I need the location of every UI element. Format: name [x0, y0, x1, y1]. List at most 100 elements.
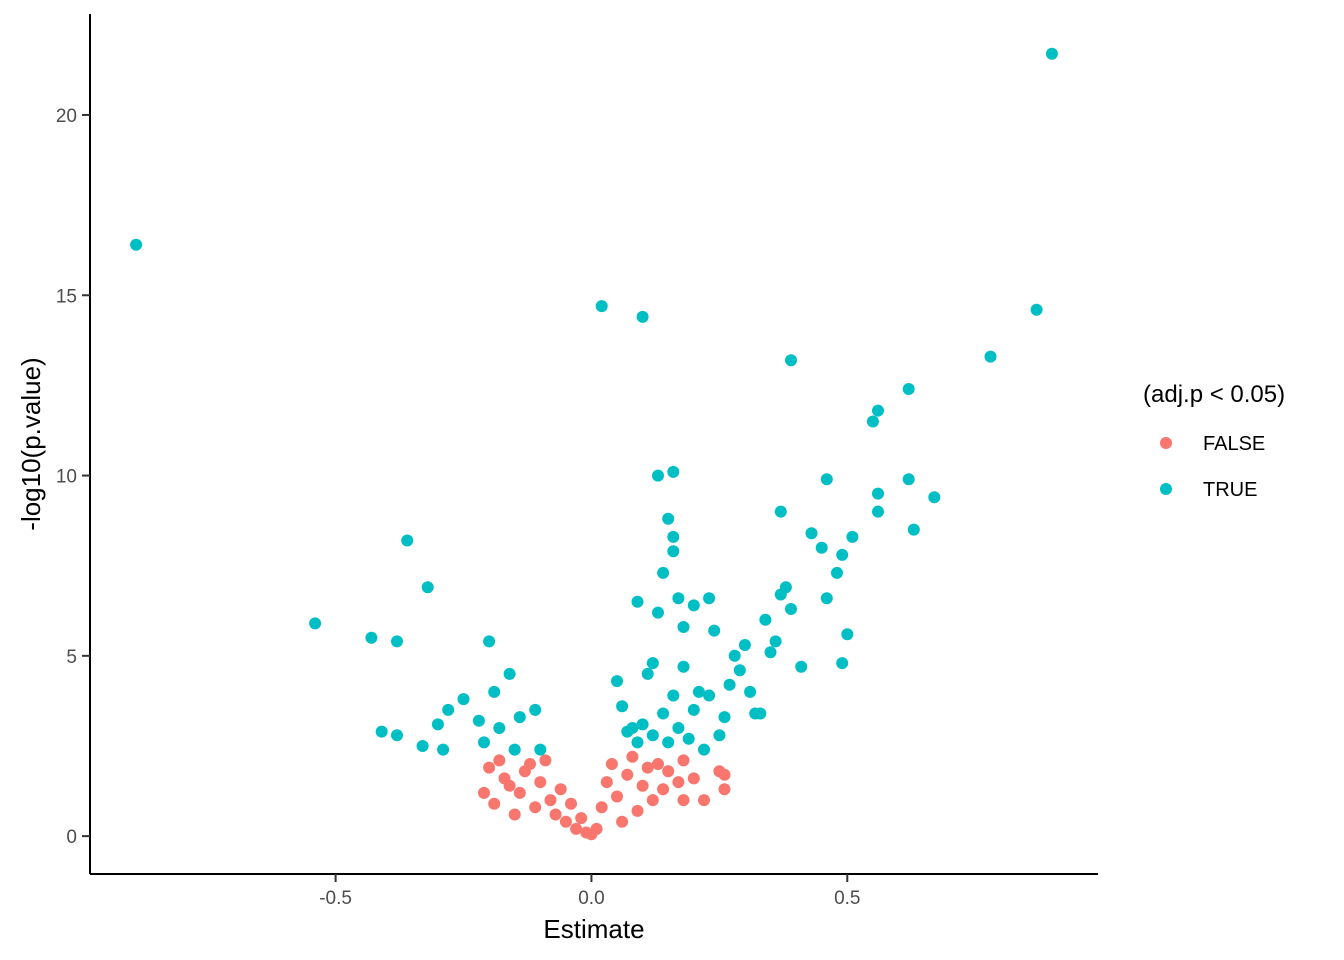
- y-tick-label-1: 5: [66, 647, 77, 668]
- point-true-36: [677, 621, 690, 633]
- point-true-93: [677, 660, 690, 673]
- point-true-44: [631, 736, 644, 749]
- point-true-71: [831, 566, 843, 579]
- point-false-44: [488, 797, 501, 810]
- point-false-41: [718, 768, 731, 781]
- point-false-24: [605, 758, 618, 770]
- point-true-43: [626, 722, 639, 734]
- point-true-51: [687, 703, 700, 716]
- legend-entries: FALSE TRUE: [1160, 433, 1265, 501]
- point-false-15: [559, 815, 572, 828]
- point-true-91: [718, 711, 731, 724]
- point-true-69: [820, 592, 833, 605]
- point-true-8: [416, 740, 429, 752]
- point-true-41: [616, 700, 629, 713]
- y-tick-label-4: 20: [56, 106, 77, 127]
- point-true-53: [703, 689, 716, 702]
- point-true-28: [667, 530, 680, 543]
- y-tick-label-0: 0: [66, 827, 77, 848]
- point-true-33: [672, 592, 685, 605]
- point-true-23: [595, 300, 608, 313]
- point-true-2: [365, 631, 378, 644]
- point-false-33: [652, 758, 664, 770]
- point-true-82: [907, 523, 920, 536]
- point-true-86: [1045, 47, 1058, 60]
- point-false-42: [718, 783, 731, 796]
- point-false-22: [595, 801, 608, 814]
- point-false-23: [600, 776, 613, 789]
- legend-label-true: TRUE: [1203, 479, 1257, 501]
- point-true-83: [928, 491, 941, 504]
- legend-key-true: [1160, 483, 1172, 495]
- point-true-38: [641, 667, 654, 680]
- point-false-32: [646, 794, 659, 807]
- point-true-70: [820, 473, 833, 486]
- point-true-46: [646, 729, 659, 742]
- point-true-37: [708, 624, 721, 637]
- point-true-63: [785, 603, 797, 615]
- point-false-11: [539, 754, 552, 767]
- point-true-65: [785, 354, 797, 367]
- point-true-9: [431, 718, 444, 731]
- point-true-21: [529, 703, 542, 716]
- point-true-64: [774, 505, 787, 518]
- y-tick-label-2: 10: [56, 467, 77, 488]
- legend: (adj.p < 0.05) FALSE TRUE: [1143, 381, 1285, 501]
- point-true-79: [872, 505, 884, 518]
- point-true-48: [662, 736, 675, 749]
- point-false-30: [636, 779, 649, 792]
- point-true-1: [309, 617, 322, 630]
- point-true-56: [728, 649, 741, 662]
- point-true-0: [130, 238, 143, 251]
- point-false-38: [687, 772, 700, 785]
- legend-label-false: FALSE: [1203, 433, 1265, 455]
- point-false-43: [677, 794, 690, 807]
- point-true-13: [472, 714, 485, 727]
- point-true-88: [744, 685, 757, 698]
- point-true-40: [611, 675, 623, 688]
- point-false-4: [503, 779, 516, 792]
- point-false-34: [657, 783, 670, 796]
- point-true-72: [836, 548, 849, 561]
- x-tick-label-0: -0.5: [319, 888, 352, 909]
- point-true-57: [738, 639, 751, 651]
- point-true-39: [646, 657, 659, 670]
- point-true-19: [508, 743, 521, 756]
- point-false-31: [641, 761, 654, 774]
- point-true-4: [401, 534, 414, 547]
- legend-key-false: [1160, 437, 1172, 449]
- point-false-16: [565, 797, 577, 810]
- point-false-17: [570, 822, 583, 835]
- point-false-27: [621, 768, 634, 781]
- point-false-5: [508, 808, 521, 821]
- point-false-21: [590, 822, 603, 835]
- point-true-66: [795, 660, 808, 673]
- point-true-59: [759, 613, 772, 626]
- point-true-62: [779, 581, 792, 594]
- point-true-30: [657, 566, 670, 579]
- point-false-18: [575, 812, 588, 825]
- point-false-1: [478, 786, 490, 799]
- legend-title: (adj.p < 0.05): [1143, 381, 1285, 408]
- point-false-14: [554, 783, 567, 796]
- point-true-78: [872, 487, 884, 500]
- point-true-77: [872, 404, 884, 417]
- y-tick-label-3: 15: [56, 286, 77, 307]
- point-false-13: [549, 808, 562, 821]
- point-false-29: [631, 804, 644, 817]
- point-true-54: [713, 729, 726, 742]
- point-true-85: [1030, 303, 1043, 316]
- point-true-3: [391, 635, 403, 648]
- point-true-94: [667, 689, 680, 702]
- point-true-20: [513, 711, 526, 724]
- point-false-37: [677, 754, 690, 767]
- point-false-8: [524, 758, 536, 770]
- point-true-87: [733, 664, 746, 677]
- point-true-80: [902, 383, 915, 395]
- point-true-26: [667, 465, 680, 478]
- y-axis-title: -log10(p.value): [16, 357, 46, 530]
- point-true-75: [846, 530, 859, 543]
- point-true-67: [805, 527, 818, 540]
- point-true-73: [841, 628, 854, 641]
